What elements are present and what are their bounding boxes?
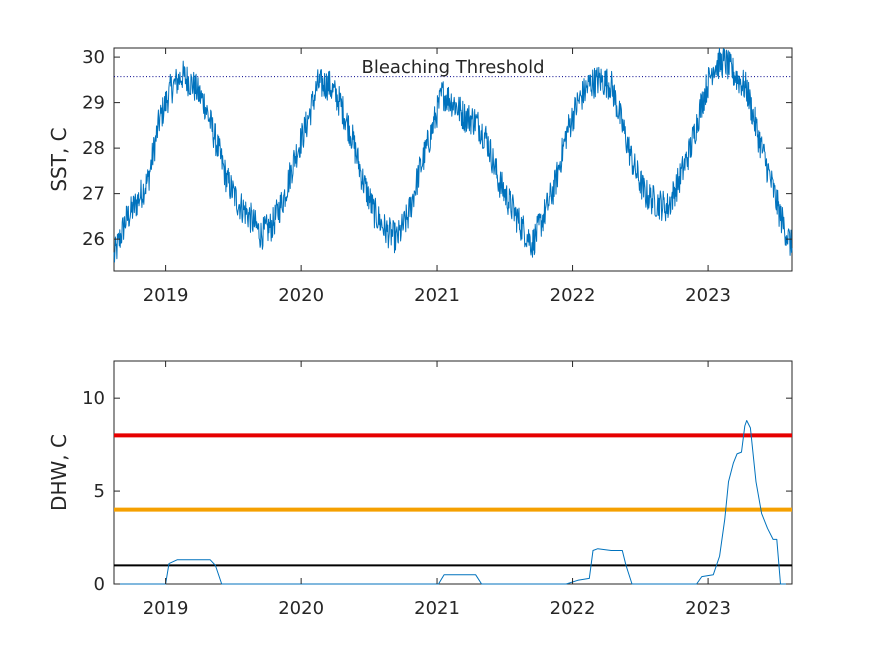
sst-x-tick-label: 2020 bbox=[278, 285, 324, 306]
sst-series-line bbox=[113, 47, 793, 263]
dhw-x-tick-label: 2022 bbox=[550, 598, 596, 619]
sst-y-tick-label: 30 bbox=[82, 47, 105, 68]
dhw-x-tick-label: 2019 bbox=[143, 598, 189, 619]
sst-axes-frame bbox=[113, 47, 793, 272]
sst-y-tick-label: 26 bbox=[82, 229, 105, 250]
sst-x-tick-label: 2019 bbox=[143, 285, 189, 306]
dhw-y-tick-label: 0 bbox=[94, 574, 105, 595]
dhw-x-tick-label: 2020 bbox=[278, 598, 324, 619]
sst-x-tick-label: 2021 bbox=[414, 285, 460, 306]
sst-x-axis: 2019 2020 2021 2022 2023 bbox=[143, 48, 731, 306]
bleaching-threshold-label: Bleaching Threshold bbox=[361, 57, 544, 78]
dhw-x-tick-label: 2023 bbox=[685, 598, 731, 619]
sst-series-group bbox=[113, 47, 793, 263]
dhw-y-axis-label: DHW, C bbox=[47, 434, 71, 511]
dhw-x-tick-label: 2021 bbox=[414, 598, 460, 619]
dhw-series-line bbox=[114, 420, 792, 585]
dhw-y-axis: 0 5 10 bbox=[82, 388, 792, 595]
dhw-y-tick-label: 10 bbox=[82, 388, 105, 409]
sst-y-tick-label: 29 bbox=[82, 93, 105, 114]
sst-y-axis: 26 27 28 29 30 bbox=[82, 47, 792, 250]
dhw-axes-frame bbox=[113, 360, 793, 585]
dhw-series-group bbox=[114, 420, 792, 585]
dhw-panel: 0 5 10 2019 2020 2021 2022 2023 DHW, C bbox=[47, 360, 793, 619]
sst-x-tick-label: 2022 bbox=[550, 285, 596, 306]
sst-y-tick-label: 28 bbox=[82, 138, 105, 159]
sst-y-axis-label: SST, C bbox=[47, 127, 71, 191]
dhw-y-tick-label: 5 bbox=[94, 481, 105, 502]
dhw-x-axis: 2019 2020 2021 2022 2023 bbox=[143, 361, 731, 619]
sst-y-tick-label: 27 bbox=[82, 184, 105, 205]
sst-x-tick-label: 2023 bbox=[685, 285, 731, 306]
dhw-reference-lines bbox=[114, 433, 792, 567]
